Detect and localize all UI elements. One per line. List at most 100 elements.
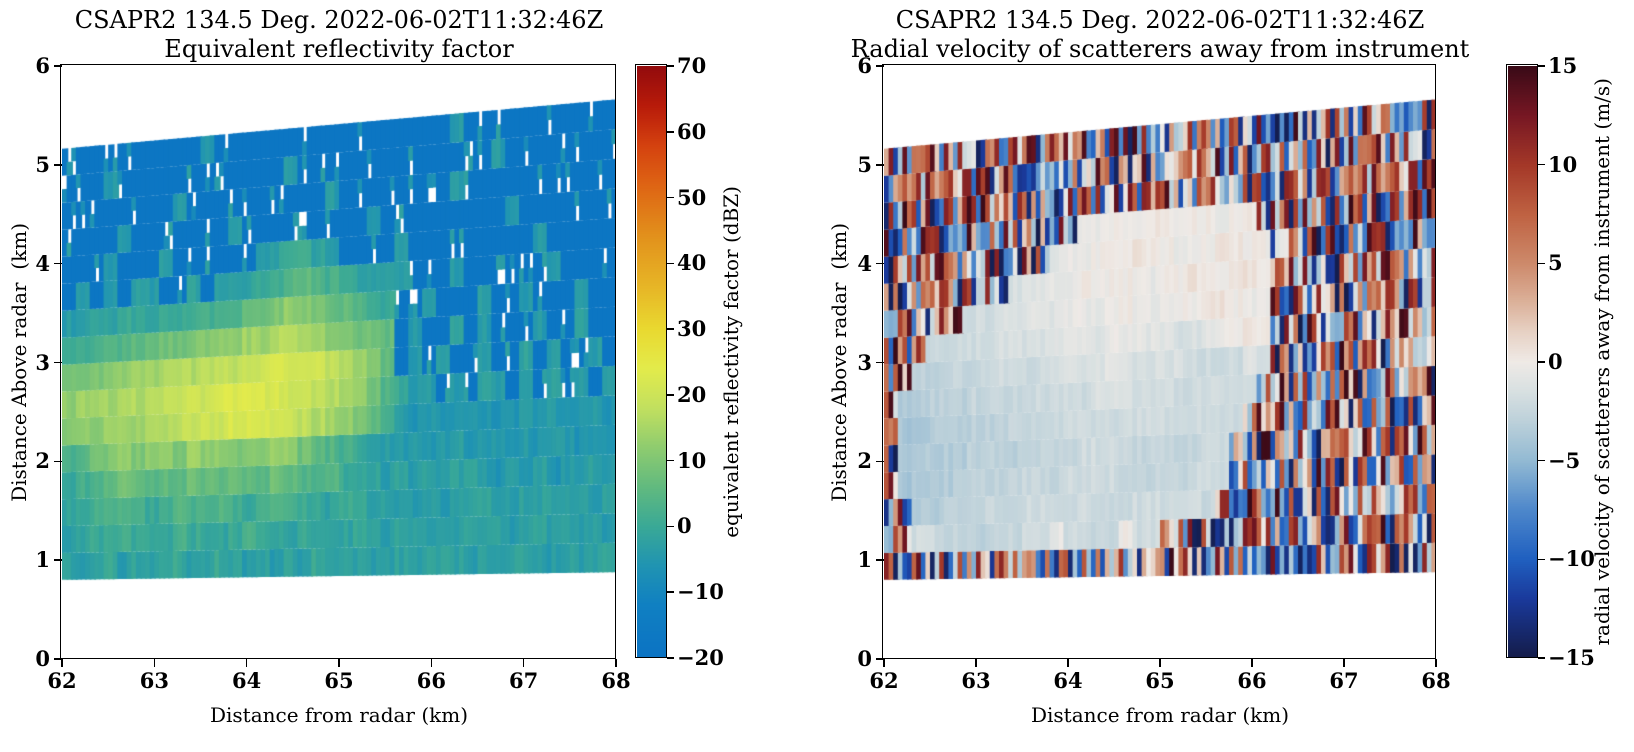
y-tick-label: 4 <box>857 250 872 276</box>
y-tick-label: 2 <box>35 448 50 474</box>
colorbar-tick-label: 30 <box>677 316 707 342</box>
colorbar-tick-label: 0 <box>677 513 692 539</box>
y-tick-label: 1 <box>857 547 872 573</box>
x-tick-label: 62 <box>869 668 899 693</box>
y-tick-label: 6 <box>857 53 872 78</box>
colorbar-tick-label: 20 <box>677 381 707 407</box>
colorbar-tick-label: −10 <box>677 579 724 605</box>
y-tick-mark <box>54 262 62 265</box>
colorbar-tick-mark <box>667 591 674 594</box>
x-tick-mark <box>61 659 63 667</box>
x-tick-label: 66 <box>416 668 446 693</box>
velocity-axes-frame <box>882 64 1437 660</box>
colorbar-tick-label: −20 <box>677 645 724 670</box>
colorbar-tick-mark <box>667 130 674 133</box>
y-tick-mark <box>876 559 884 561</box>
reflectivity-subtitle: Equivalent reflectivity factor <box>164 35 514 63</box>
x-tick-mark <box>883 659 885 667</box>
colorbar-tick-label: 60 <box>677 118 707 144</box>
x-tick-label: 67 <box>509 668 539 693</box>
velocity-colorbar-canvas <box>1508 66 1538 658</box>
x-tick-label: 67 <box>1329 668 1359 693</box>
colorbar-tick-label: −5 <box>1548 447 1581 473</box>
x-tick-mark <box>522 659 525 667</box>
y-tick-label: 1 <box>35 547 50 573</box>
y-tick-mark <box>876 164 884 166</box>
colorbar-tick-mark <box>1538 163 1545 166</box>
colorbar-tick-label: 0 <box>1548 349 1563 374</box>
colorbar-tick-label: 70 <box>677 53 707 78</box>
y-tick-label: 5 <box>35 151 50 177</box>
colorbar-tick-label: −15 <box>1548 645 1595 670</box>
colorbar-tick-label: 40 <box>677 250 707 276</box>
x-tick-mark <box>1343 659 1345 667</box>
x-tick-mark <box>153 659 156 667</box>
velocity-colorbar-frame <box>1506 64 1539 659</box>
colorbar-tick-label: 10 <box>1548 151 1578 177</box>
x-tick-label: 64 <box>1053 668 1083 693</box>
y-tick-label: 0 <box>35 646 50 671</box>
x-tick-mark <box>615 659 617 667</box>
colorbar-tick-mark <box>667 65 674 67</box>
velocity-heatmap-canvas <box>884 66 1436 659</box>
x-tick-label: 63 <box>961 668 991 693</box>
reflectivity-colorbar-label: equivalent reflectivity factor (dBZ) <box>718 66 744 658</box>
x-tick-label: 62 <box>47 668 77 693</box>
colorbar-tick-mark <box>667 262 674 265</box>
y-tick-mark <box>54 460 62 463</box>
velocity-xlabel: Distance from radar (km) <box>1030 703 1290 727</box>
x-tick-mark <box>245 659 248 667</box>
y-tick-label: 6 <box>35 53 50 78</box>
x-tick-mark <box>1435 659 1437 667</box>
reflectivity-axes-frame <box>60 64 617 660</box>
x-tick-label: 65 <box>1145 668 1175 693</box>
colorbar-tick-mark <box>667 196 674 199</box>
y-tick-label: 4 <box>35 250 50 276</box>
colorbar-tick-label: 50 <box>677 184 707 210</box>
colorbar-tick-mark <box>667 394 674 396</box>
y-tick-mark <box>54 658 62 660</box>
colorbar-tick-mark <box>1538 459 1545 462</box>
y-tick-mark <box>54 361 62 364</box>
y-tick-mark <box>54 65 62 67</box>
x-tick-label: 64 <box>232 668 262 693</box>
colorbar-tick-mark <box>1538 65 1545 67</box>
colorbar-tick-mark <box>667 328 674 330</box>
reflectivity-xlabel: Distance from radar (km) <box>209 703 469 727</box>
colorbar-tick-mark <box>1538 361 1545 363</box>
x-tick-mark <box>975 659 977 667</box>
reflectivity-colorbar-canvas <box>637 66 667 658</box>
y-tick-label: 0 <box>857 646 872 671</box>
y-tick-mark <box>876 460 884 463</box>
colorbar-tick-mark <box>667 525 674 528</box>
y-tick-mark <box>876 262 884 265</box>
velocity-title: CSAPR2 134.5 Deg. 2022-06-02T11:32:46Z <box>895 6 1425 34</box>
colorbar-tick-mark <box>667 657 674 659</box>
y-tick-label: 3 <box>857 349 872 375</box>
reflectivity-heatmap-canvas <box>62 66 616 659</box>
colorbar-tick-label: 10 <box>677 447 707 473</box>
x-tick-label: 68 <box>1421 668 1451 693</box>
colorbar-tick-mark <box>1538 262 1545 265</box>
x-tick-mark <box>1159 659 1161 667</box>
y-tick-label: 3 <box>35 349 50 375</box>
colorbar-tick-label: −10 <box>1548 546 1595 572</box>
colorbar-tick-mark <box>667 459 674 462</box>
x-tick-label: 63 <box>139 668 169 693</box>
reflectivity-colorbar-label-text: equivalent reflectivity factor (dBZ) <box>719 186 743 538</box>
colorbar-tick-label: 15 <box>1548 53 1578 78</box>
x-tick-label: 65 <box>324 668 354 693</box>
x-tick-label: 66 <box>1237 668 1267 693</box>
colorbar-tick-mark <box>1538 558 1545 561</box>
reflectivity-title: CSAPR2 134.5 Deg. 2022-06-02T11:32:46Z <box>74 6 604 34</box>
y-tick-mark <box>54 559 62 561</box>
y-tick-label: 5 <box>857 151 872 177</box>
velocity-subtitle: Radial velocity of scatterers away from … <box>850 35 1470 63</box>
y-tick-label: 2 <box>857 448 872 474</box>
colorbar-tick-mark <box>1538 657 1545 659</box>
x-tick-mark <box>430 659 433 667</box>
x-tick-mark <box>1251 659 1253 667</box>
y-tick-mark <box>54 164 62 166</box>
x-tick-mark <box>338 659 340 667</box>
